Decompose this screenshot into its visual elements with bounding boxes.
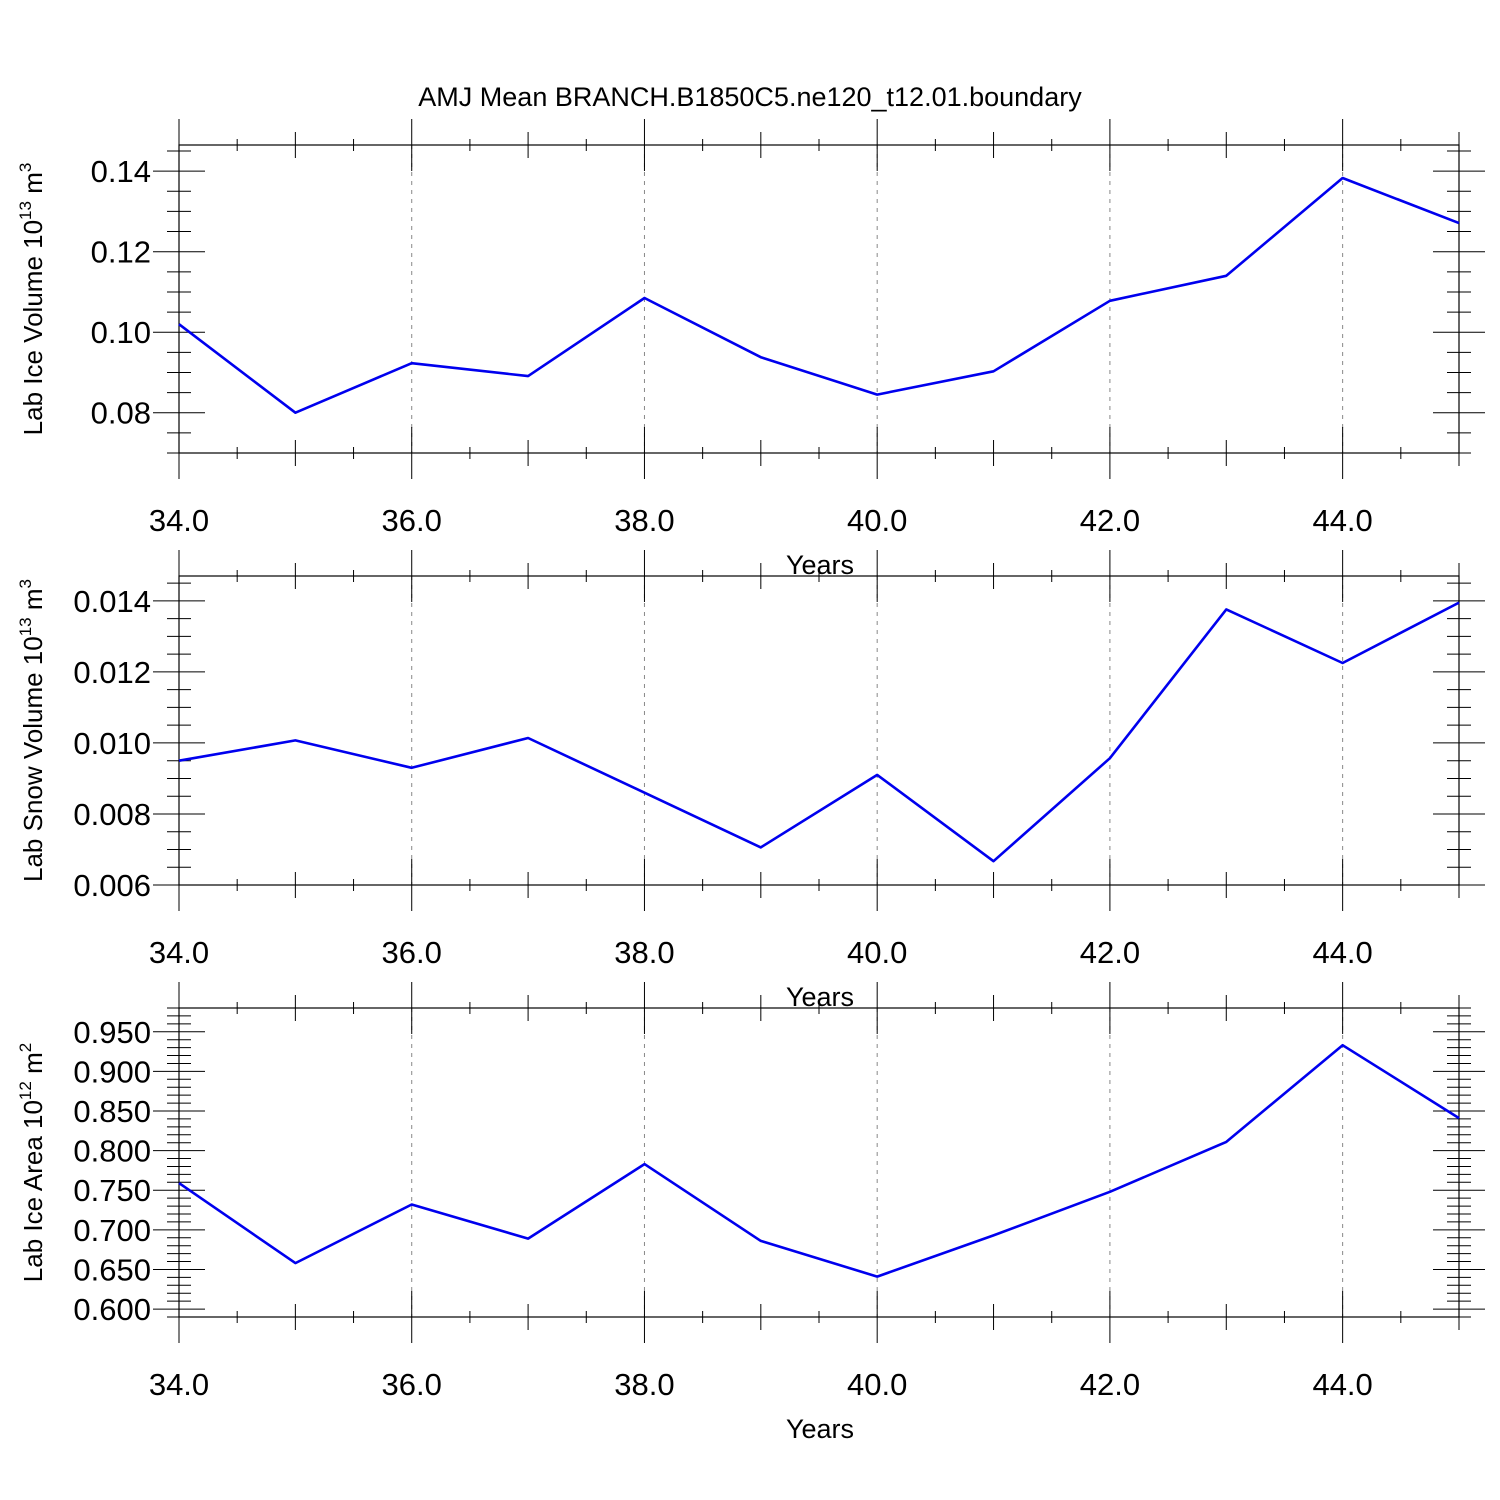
y-tick-label: 0.12: [91, 235, 151, 270]
x-axis-label: Years: [786, 982, 854, 1012]
x-tick-label: 40.0: [847, 503, 907, 538]
x-axis-label: Years: [786, 550, 854, 580]
x-tick-label: 44.0: [1312, 503, 1372, 538]
chart-panel-1: 34.0 36.0 38.0 40.0 42.0 44.0 Years 0.08 0.10 0.1…: [16, 119, 1485, 580]
x-axis-label: Years: [786, 1414, 854, 1444]
y-axis-label: Lab Ice Volume 1013 m3: [16, 163, 48, 436]
y-tick-label: 0.006: [73, 868, 151, 903]
chart-title: AMJ Mean BRANCH.B1850C5.ne120_t12.01.bou…: [418, 82, 1082, 112]
x-tick-label: 42.0: [1080, 1367, 1140, 1402]
y-tick-label: 0.012: [73, 655, 151, 690]
series-line: [178, 176, 1460, 415]
series-line: [178, 1043, 1460, 1278]
y-axis-label: Lab Snow Volume 1013 m3: [16, 579, 48, 882]
y-tick-label: 0.650: [73, 1252, 151, 1287]
x-tick-label: 36.0: [382, 935, 442, 970]
y-tick-label: 0.600: [73, 1292, 151, 1327]
x-tick-label: 34.0: [149, 503, 209, 538]
x-tick-label: 36.0: [382, 503, 442, 538]
y-tick-label: 0.700: [73, 1213, 151, 1248]
y-tick-label: 0.014: [73, 584, 151, 619]
y-tick-label: 0.750: [73, 1173, 151, 1208]
y-tick-label: 0.10: [91, 315, 151, 350]
x-tick-label: 36.0: [382, 1367, 442, 1402]
y-tick-label: 0.950: [73, 1015, 151, 1050]
x-tick-label: 42.0: [1080, 503, 1140, 538]
x-tick-label: 38.0: [614, 1367, 674, 1402]
x-tick-label: 38.0: [614, 503, 674, 538]
series-line: [178, 601, 1460, 863]
y-tick-label: 0.14: [91, 154, 151, 189]
x-tick-label: 44.0: [1312, 935, 1372, 970]
x-tick-label: 40.0: [847, 1367, 907, 1402]
x-tick-label: 38.0: [614, 935, 674, 970]
y-tick-label: 0.008: [73, 797, 151, 832]
y-tick-label: 0.08: [91, 396, 151, 431]
x-tick-label: 44.0: [1312, 1367, 1372, 1402]
x-tick-label: 34.0: [149, 1367, 209, 1402]
y-tick-label: 0.800: [73, 1134, 151, 1169]
y-tick-label: 0.850: [73, 1094, 151, 1129]
chart-panel-2: 34.0 36.0 38.0 40.0 42.0 44.0 Years 0.006 0.008 0…: [16, 550, 1485, 1012]
y-tick-label: 0.900: [73, 1054, 151, 1089]
x-tick-label: 40.0: [847, 935, 907, 970]
chart-panel-3: 34.0 36.0 38.0 40.0 42.0 44.0 Years 0.600 0.650 0…: [16, 982, 1485, 1444]
x-tick-label: 34.0: [149, 935, 209, 970]
y-axis-label: Lab Ice Area 1012 m2: [16, 1043, 48, 1282]
y-tick-label: 0.010: [73, 726, 151, 761]
x-tick-label: 42.0: [1080, 935, 1140, 970]
